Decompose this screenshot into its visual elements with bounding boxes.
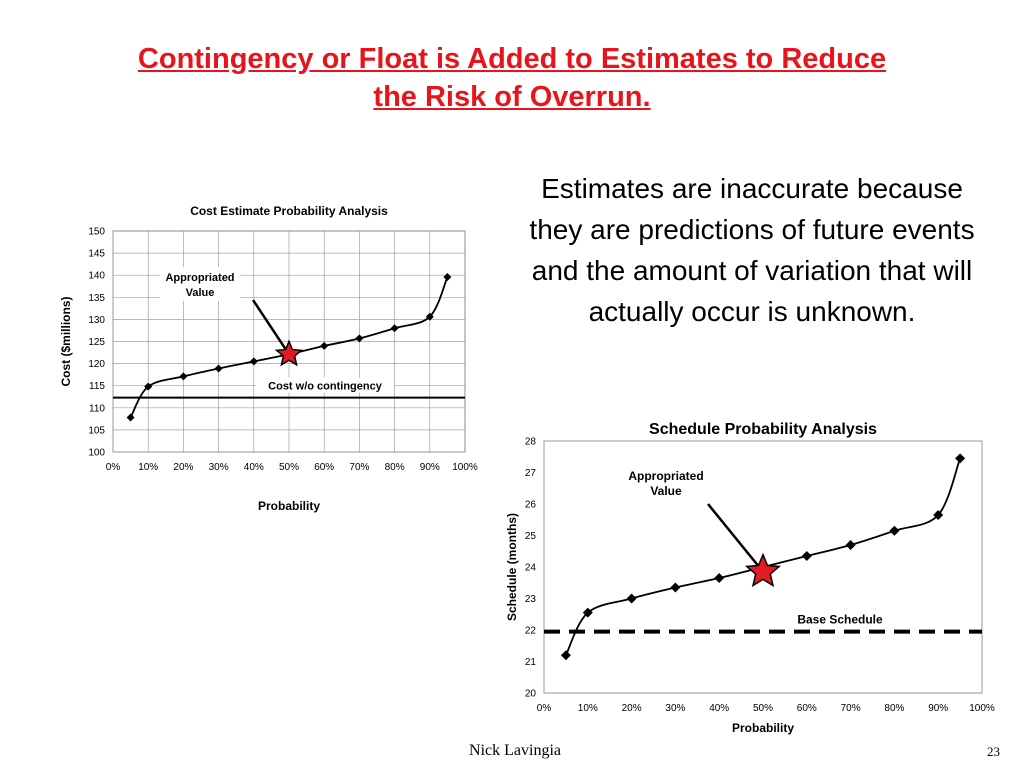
cost-chart-data-point xyxy=(144,382,153,391)
schedule-chart-title: Schedule Probability Analysis xyxy=(649,421,877,438)
cost-chart-data-point xyxy=(425,312,434,321)
schedule-chart-reference-label-bg xyxy=(785,611,895,627)
cost-chart-x-tick-label: 0% xyxy=(106,462,121,473)
cost-chart-callout-arrow xyxy=(251,299,291,356)
schedule-chart-callout-line-2: Value xyxy=(650,484,682,498)
cost-chart-x-tick-label: 30% xyxy=(209,462,229,473)
schedule-chart-data-point xyxy=(845,539,856,550)
cost-chart-data-point xyxy=(249,357,258,366)
cost-estimate-chart-svg: Cost Estimate Probability Analysis 100 105… xyxy=(59,204,478,513)
cost-chart-x-tick-label: 20% xyxy=(173,462,193,473)
schedule-chart-y-tick-label: 20 xyxy=(525,689,537,700)
cost-chart-y-tick-label: 140 xyxy=(88,271,105,282)
schedule-chart-x-tick-label: 0% xyxy=(537,703,552,714)
cost-chart-y-tick-label: 125 xyxy=(88,337,105,348)
cost-chart-callout-line-2: Value xyxy=(186,287,215,299)
schedule-chart: Schedule Probability Analysis 20 21 22 23 24 2… xyxy=(496,412,1004,742)
slide-title-line-1: Contingency or Float is Added to Estimat… xyxy=(137,43,887,75)
schedule-chart-y-tick-label: 26 xyxy=(525,500,537,511)
body-text: Estimates are inaccurate because they ar… xyxy=(529,173,975,327)
schedule-chart-x-tick-label: 100% xyxy=(969,703,995,714)
schedule-chart-data-point xyxy=(670,582,681,593)
cost-chart-x-tick-label: 100% xyxy=(452,462,478,473)
schedule-chart-data-point xyxy=(889,525,900,536)
schedule-chart-data-point xyxy=(560,650,571,661)
cost-chart-x-tick-label: 50% xyxy=(279,462,299,473)
cost-chart-plot-area xyxy=(112,230,466,453)
schedule-chart-data-point xyxy=(582,607,593,618)
schedule-chart-callout-line-1: Appropriated xyxy=(628,469,703,483)
cost-chart-y-tick-label: 105 xyxy=(88,425,105,436)
schedule-chart-y-tick-label: 22 xyxy=(525,626,537,637)
schedule-chart-x-tick-label: 80% xyxy=(884,703,904,714)
schedule-chart-y-tick-label: 25 xyxy=(525,531,537,542)
schedule-chart-data-point xyxy=(626,593,637,604)
cost-chart-y-tick-label: 115 xyxy=(89,381,105,392)
schedule-chart-highlight-star xyxy=(744,552,782,588)
schedule-chart-y-tick-label: 23 xyxy=(525,594,537,605)
schedule-chart-x-tick-label: 40% xyxy=(709,703,729,714)
cost-chart-data-point xyxy=(214,364,223,373)
cost-chart-data-point xyxy=(126,413,135,422)
cost-chart-data-point xyxy=(390,324,399,333)
schedule-chart-y-tick-label: 21 xyxy=(525,657,537,668)
schedule-chart-callout-arrow xyxy=(707,503,764,573)
schedule-chart-x-tick-label: 70% xyxy=(841,703,861,714)
schedule-chart-plot-area xyxy=(543,440,983,694)
schedule-chart-x-tick-label: 20% xyxy=(622,703,642,714)
cost-chart-x-tick-label: 80% xyxy=(385,462,405,473)
cost-estimate-chart: Cost Estimate Probability Analysis 100 105… xyxy=(40,196,510,526)
cost-chart-data-point xyxy=(320,341,329,350)
schedule-chart-data-point xyxy=(801,550,812,561)
cost-chart-y-tick-label: 150 xyxy=(88,227,105,238)
cost-chart-y-tick-label: 100 xyxy=(88,448,105,459)
cost-chart-y-tick-label: 135 xyxy=(88,293,105,304)
footer-author: Nick Lavingia xyxy=(469,742,561,759)
page-number: 23 xyxy=(987,744,1000,759)
cost-chart-callout-bg xyxy=(160,267,240,301)
schedule-chart-x-tick-label: 60% xyxy=(797,703,817,714)
schedule-chart-x-tick-label: 90% xyxy=(928,703,948,714)
schedule-chart-data-point xyxy=(933,510,944,521)
cost-chart-highlight-star xyxy=(274,339,304,367)
cost-chart-reference-label-bg xyxy=(256,377,394,393)
cost-chart-x-tick-label: 90% xyxy=(420,462,440,473)
slide-title: Contingency or Float is Added to Estimat… xyxy=(40,40,984,116)
cost-chart-data-point xyxy=(179,372,188,381)
cost-chart-data-point xyxy=(355,334,364,343)
cost-chart-y-axis-label: Cost ($millions) xyxy=(59,296,73,386)
schedule-chart-svg: Schedule Probability Analysis 20 21 22 23 24 2… xyxy=(505,421,995,735)
cost-chart-callout-line-1: Appropriated xyxy=(165,272,234,284)
cost-chart-x-tick-label: 40% xyxy=(244,462,264,473)
schedule-chart-x-axis-label: Probability xyxy=(732,721,794,735)
cost-chart-y-tick-label: 120 xyxy=(88,359,105,370)
schedule-chart-data-point xyxy=(955,453,966,464)
cost-chart-x-tick-label: 60% xyxy=(314,462,334,473)
cost-chart-y-tick-label: 145 xyxy=(88,249,105,260)
cost-chart-y-tick-label: 130 xyxy=(88,315,105,326)
schedule-chart-y-tick-label: 28 xyxy=(525,437,537,448)
schedule-chart-data-point xyxy=(714,573,725,584)
cost-chart-x-tick-label: 70% xyxy=(349,462,369,473)
slide-title-line-2: the Risk of Overrun. xyxy=(373,81,651,113)
schedule-chart-x-tick-label: 10% xyxy=(578,703,598,714)
schedule-chart-callout-bg xyxy=(626,466,706,500)
cost-chart-reference-label: Cost w/o contingency xyxy=(268,381,383,393)
schedule-chart-reference-label: Base Schedule xyxy=(797,613,883,627)
cost-chart-data-point xyxy=(443,272,452,281)
schedule-chart-x-tick-label: 50% xyxy=(753,703,773,714)
schedule-chart-x-tick-label: 30% xyxy=(665,703,685,714)
schedule-chart-y-tick-label: 27 xyxy=(525,468,537,479)
schedule-chart-y-axis-label: Schedule (months) xyxy=(505,513,519,621)
cost-chart-title: Cost Estimate Probability Analysis xyxy=(190,204,388,218)
cost-chart-x-tick-label: 10% xyxy=(138,462,158,473)
cost-chart-y-tick-label: 110 xyxy=(89,403,105,414)
schedule-chart-y-tick-label: 24 xyxy=(525,563,537,574)
cost-chart-x-axis-label: Probability xyxy=(258,499,320,513)
